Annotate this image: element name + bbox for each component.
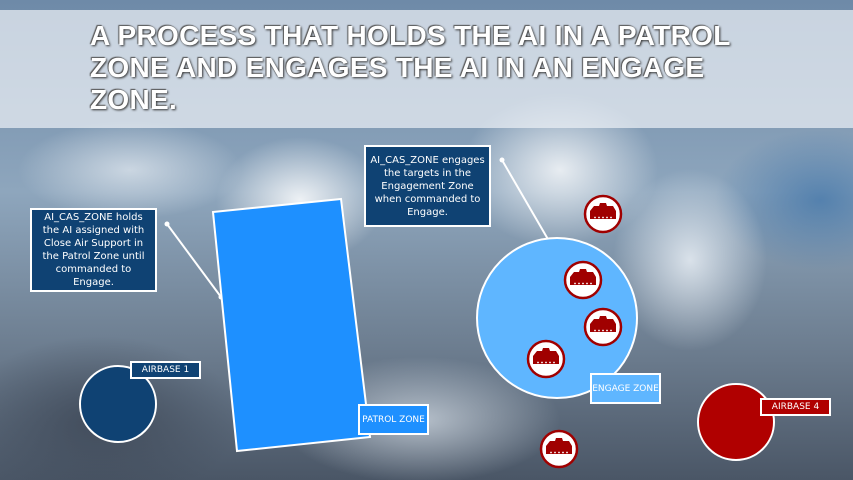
slide-title: A PROCESS THAT HOLDS THE AI IN A PATROL … <box>90 20 731 115</box>
tank-icon <box>526 339 566 379</box>
connector-dot <box>499 157 505 163</box>
tank-icon <box>583 194 623 234</box>
patrol-callout: AI_CAS_ZONE holds the AI assigned with C… <box>30 208 157 292</box>
tank-icon <box>563 260 603 300</box>
airbase-4 <box>697 383 775 461</box>
connector-engage <box>501 159 550 242</box>
patrol-zone-label: PATROL ZONE <box>358 404 429 435</box>
airbase-4-label: AIRBASE 4 <box>760 398 831 416</box>
tank-icon <box>583 307 623 347</box>
airbase-1-label: AIRBASE 1 <box>130 361 201 379</box>
connector-patrol <box>166 223 222 298</box>
title-band <box>0 10 853 128</box>
patrol-zone <box>211 197 372 453</box>
engage-zone-label: ENGAGE ZONE <box>590 373 661 404</box>
tank-icon <box>539 429 579 469</box>
connector-dot <box>164 221 170 227</box>
engage-callout: AI_CAS_ZONE engages the targets in the E… <box>364 145 491 227</box>
airbase-1 <box>79 365 157 443</box>
